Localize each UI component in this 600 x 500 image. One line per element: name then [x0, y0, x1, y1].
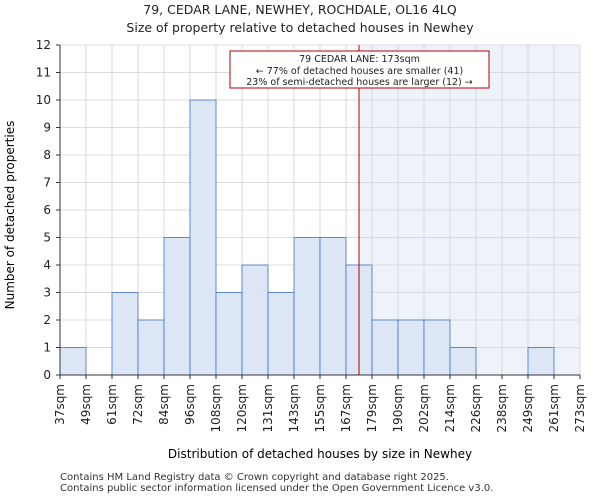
- footer-line-2: Contains public sector information licen…: [60, 483, 494, 494]
- x-tick-label: 249sqm: [521, 384, 535, 432]
- footer: Contains HM Land Registry data © Crown c…: [60, 472, 493, 494]
- annotation-line3: 23% of semi-detached houses are larger (…: [246, 77, 473, 88]
- bar-143sqm: [293, 237, 321, 376]
- y-tick-label: 12: [36, 38, 51, 52]
- bar-249sqm: [527, 347, 555, 376]
- bar-179sqm: [371, 319, 399, 376]
- y-tick-label: 9: [43, 121, 51, 135]
- x-tick-label: 190sqm: [391, 384, 405, 432]
- bar-190sqm: [397, 319, 425, 376]
- bar-37sqm: [59, 347, 87, 376]
- x-tick-label: 167sqm: [339, 384, 353, 432]
- x-tick-label: 202sqm: [417, 384, 431, 432]
- x-tick-label: 238sqm: [495, 384, 509, 432]
- bar-72sqm: [137, 319, 165, 376]
- chart-title-address: 79, CEDAR LANE, NEWHEY, ROCHDALE, OL16 4…: [143, 2, 457, 17]
- bar-202sqm: [423, 319, 451, 376]
- x-axis-label: Distribution of detached houses by size …: [168, 447, 472, 461]
- x-tick-label: 214sqm: [443, 384, 457, 432]
- x-tick-label: 261sqm: [547, 384, 561, 432]
- x-tick-label: 143sqm: [287, 384, 301, 432]
- annotation-line2: ← 77% of detached houses are smaller (41…: [256, 66, 463, 77]
- bar-84sqm: [163, 237, 191, 376]
- bar-61sqm: [111, 292, 139, 376]
- bar-120sqm: [241, 264, 269, 376]
- x-tick-label: 120sqm: [235, 384, 249, 432]
- bar-155sqm: [319, 237, 347, 376]
- y-tick-label: 8: [43, 148, 51, 162]
- x-tick-label: 179sqm: [365, 384, 379, 432]
- y-tick-label: 0: [43, 368, 51, 382]
- bar-131sqm: [267, 292, 295, 376]
- x-tick-label: 155sqm: [313, 384, 327, 432]
- x-tick-label: 96sqm: [183, 384, 197, 425]
- y-tick-label: 1: [43, 341, 51, 355]
- x-tick-label: 273sqm: [573, 384, 587, 432]
- annotation-box: [229, 50, 490, 89]
- y-tick-label: 5: [43, 231, 51, 245]
- bar-108sqm: [215, 292, 243, 376]
- y-tick-label: 10: [36, 93, 51, 107]
- y-tick-label: 2: [43, 313, 51, 327]
- x-tick-label: 72sqm: [131, 384, 145, 425]
- x-tick-label: 49sqm: [79, 384, 93, 425]
- y-tick-label: 7: [43, 176, 51, 190]
- chart-subtitle: Size of property relative to detached ho…: [126, 20, 474, 35]
- x-tick-label: 108sqm: [209, 384, 223, 432]
- y-tick-label: 3: [43, 286, 51, 300]
- bar-214sqm: [449, 347, 477, 376]
- y-tick-label: 4: [43, 258, 51, 272]
- bar-96sqm: [189, 99, 217, 376]
- x-tick-label: 37sqm: [53, 384, 67, 425]
- y-tick-label: 11: [36, 66, 51, 80]
- y-axis-label: Number of detached properties: [3, 121, 17, 310]
- x-tick-label: 226sqm: [469, 384, 483, 432]
- x-tick-label: 131sqm: [261, 384, 275, 432]
- x-tick-label: 84sqm: [157, 384, 171, 425]
- y-tick-label: 6: [43, 203, 51, 217]
- footer-line-1: Contains HM Land Registry data © Crown c…: [60, 472, 449, 483]
- annotation-line1: 79 CEDAR LANE: 173sqm: [299, 54, 420, 65]
- x-tick-label: 61sqm: [105, 384, 119, 425]
